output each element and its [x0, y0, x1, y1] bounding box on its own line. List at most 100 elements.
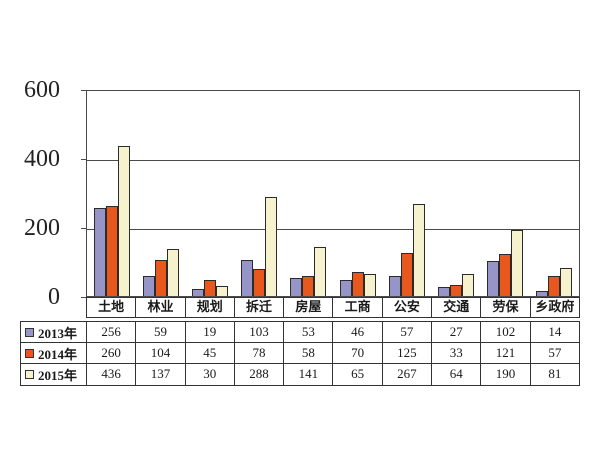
bar	[216, 286, 228, 296]
table-value-cell: 137	[136, 364, 186, 385]
y-axis-tick-mark	[81, 228, 86, 229]
bar	[302, 276, 315, 296]
bar	[388, 276, 401, 296]
category-header-cell: 劳保	[481, 298, 531, 317]
bar	[438, 287, 451, 296]
category-header-row: 土地 林业 规划 拆迁 房屋 工商 公安 交通 劳保 乡政府	[86, 297, 580, 318]
table-value-cell: 267	[383, 364, 433, 385]
bar	[192, 289, 204, 296]
legend-key-cell: 2013年	[21, 322, 87, 342]
y-axis-tick-mark	[81, 159, 86, 160]
bar	[511, 230, 524, 296]
table-value-cell: 58	[284, 343, 334, 363]
bar	[142, 276, 155, 296]
table-value-cell: 104	[136, 343, 186, 363]
y-axis-tick-label: 0	[48, 284, 60, 310]
legend-key-cell: 2015年	[21, 364, 87, 385]
category-header-cell: 交通	[432, 298, 482, 317]
bars-layer	[87, 91, 579, 296]
legend-key-cell: 2014年	[21, 343, 87, 363]
legend-swatch-icon	[25, 370, 34, 379]
table-value-cell: 64	[432, 364, 482, 385]
bar	[499, 254, 512, 296]
bar	[363, 274, 376, 296]
table-value-cell: 53	[284, 322, 334, 342]
data-table: 2013年 256 59 19 103 53 46 57 27 102 14 2014年 260 104 4…	[20, 321, 580, 386]
bar-group	[382, 91, 431, 296]
gridline	[87, 160, 579, 161]
bar	[117, 146, 130, 296]
table-value-cell: 102	[481, 322, 531, 342]
legend-swatch-icon	[25, 327, 34, 337]
plot-area	[86, 90, 580, 297]
bar-group	[333, 91, 382, 296]
y-axis-tick-label: 200	[24, 215, 60, 241]
bar-group	[284, 91, 333, 296]
bar	[265, 197, 278, 296]
bar-group	[530, 91, 579, 296]
bar	[412, 204, 425, 296]
bar	[462, 274, 475, 296]
bar	[105, 206, 118, 296]
y-axis-tick-label: 400	[24, 146, 60, 172]
bar-group	[87, 91, 136, 296]
table-value-cell: 190	[481, 364, 531, 385]
bar-group	[481, 91, 530, 296]
series-label: 2013年	[38, 325, 78, 341]
bar	[487, 261, 500, 296]
table-value-cell: 256	[87, 322, 137, 342]
bar	[253, 269, 266, 296]
series-label: 2014年	[38, 346, 78, 362]
table-value-cell: 14	[548, 324, 562, 339]
bar	[400, 253, 413, 296]
category-header-cell: 拆迁	[235, 298, 285, 317]
table-value-cell: 125	[383, 343, 433, 363]
bar	[560, 268, 573, 296]
bar	[204, 280, 216, 296]
table-value-cell: 57	[383, 322, 433, 342]
bar	[93, 208, 106, 296]
gridline	[87, 229, 579, 230]
bar	[339, 280, 352, 296]
table-value-cell: 33	[432, 343, 482, 363]
table-value-cell: 260	[87, 343, 137, 363]
bar	[241, 260, 254, 296]
category-header-cell: 规划	[186, 298, 235, 317]
table-value-cell: 57	[548, 345, 562, 360]
category-header-cell: 土地	[87, 298, 137, 317]
category-header-cell: 房屋	[284, 298, 334, 317]
bar-group	[185, 91, 234, 296]
bar	[166, 249, 179, 296]
bar	[351, 272, 364, 296]
table-value-cell: 65	[333, 364, 383, 385]
bar-group	[136, 91, 185, 296]
category-header-cell: 公安	[383, 298, 433, 317]
category-header-cell: 林业	[136, 298, 186, 317]
table-value-cell: 288	[235, 364, 285, 385]
table-value-cell: 27	[432, 322, 482, 342]
bar	[290, 278, 303, 296]
bar	[314, 247, 327, 296]
legend-swatch-icon	[25, 348, 34, 358]
bar	[154, 260, 167, 296]
y-axis-tick-label: 600	[24, 77, 60, 103]
table-value-cell: 30	[186, 364, 235, 385]
table-value-cell: 70	[333, 343, 383, 363]
table-row: 2014年 260 104 45 78 58 70 125 33 121 57	[21, 343, 579, 364]
table-value-cell: 45	[186, 343, 235, 363]
table-value-cell: 19	[186, 322, 235, 342]
series-label: 2015年	[38, 368, 78, 383]
table-row: 2013年 256 59 19 103 53 46 57 27 102 14	[21, 322, 579, 343]
y-axis-tick-mark	[81, 90, 86, 91]
y-axis-tick-mark	[81, 297, 86, 298]
table-value-cell: 46	[333, 322, 383, 342]
table-value-cell: 78	[235, 343, 285, 363]
table-row: 2015年 436 137 30 288 141 65 267 64 190 81	[21, 364, 579, 385]
bar-group	[235, 91, 284, 296]
category-header-cell: 乡政府	[535, 299, 575, 314]
table-value-cell: 59	[136, 322, 186, 342]
table-value-cell: 121	[481, 343, 531, 363]
bar-group	[431, 91, 480, 296]
bar	[536, 291, 549, 296]
bar	[548, 276, 561, 296]
